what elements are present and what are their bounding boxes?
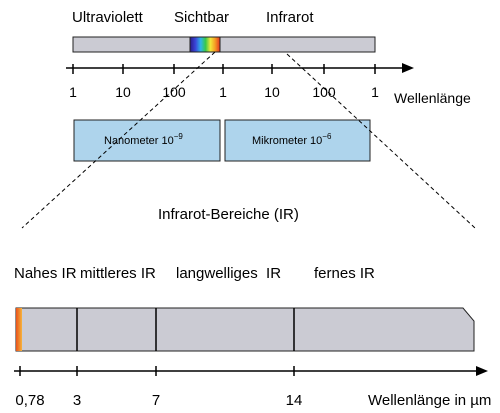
nanometer-box	[73, 119, 221, 162]
ir-tick-label: 0,78	[15, 392, 44, 409]
region-label-infrarot: Infrarot	[266, 9, 314, 26]
zoom-line-left	[21, 51, 216, 229]
spectrum-bar	[72, 36, 376, 53]
spectrum-tick-label: 1	[69, 84, 77, 100]
mikrometer-box	[224, 119, 371, 162]
spectrum-axis-label: Wellenlänge	[394, 90, 471, 106]
band-label-nahes-ir: Nahes IR	[14, 265, 77, 282]
ir-bar	[15, 307, 475, 352]
region-label-ultraviolett: Ultraviolett	[72, 9, 144, 26]
spectrum-tick-labels: 1 10 100 1 10 100 1	[69, 84, 379, 100]
ir-axis-label: Wellenlänge in µm	[368, 392, 491, 409]
spectrum-tick-label: 1	[371, 84, 379, 100]
zoom-line-right	[286, 53, 476, 229]
spectrum-tick-label: 10	[115, 84, 131, 100]
visible-spectrum-segment	[189, 36, 221, 53]
spectrum-tick-label: 10	[264, 84, 280, 100]
ir-axis-arrowhead	[476, 366, 488, 376]
nanometer-box-label: Nanometer 10−9	[104, 132, 183, 147]
band-label-fernes-ir: fernes IR	[314, 265, 375, 282]
ir-axis-tick-marks	[19, 366, 295, 376]
band-label-mittleres-ir: mittleres IR	[80, 265, 156, 282]
ir-tick-label: 3	[73, 392, 81, 409]
spectrum-axis-arrowhead	[402, 63, 414, 73]
mikrometer-box-label: Mikrometer 10−6	[252, 132, 332, 147]
near-ir-edge	[16, 308, 22, 351]
ir-section-title: Infrarot-Bereiche (IR)	[158, 206, 299, 223]
ir-tick-label: 7	[152, 392, 160, 409]
spectrum-tick-label: 100	[162, 84, 186, 100]
spectrum-tick-label: 100	[312, 84, 336, 100]
ir-tick-label: 14	[286, 392, 303, 409]
spectrum-axis-tick-marks	[72, 64, 376, 74]
spectrum-tick-label: 1	[219, 84, 227, 100]
region-label-sichtbar: Sichtbar	[174, 9, 229, 26]
ir-tick-labels: 0,78 3 7 14	[15, 392, 302, 409]
band-label-langwelliges-ir: langwelliges IR	[176, 265, 281, 282]
